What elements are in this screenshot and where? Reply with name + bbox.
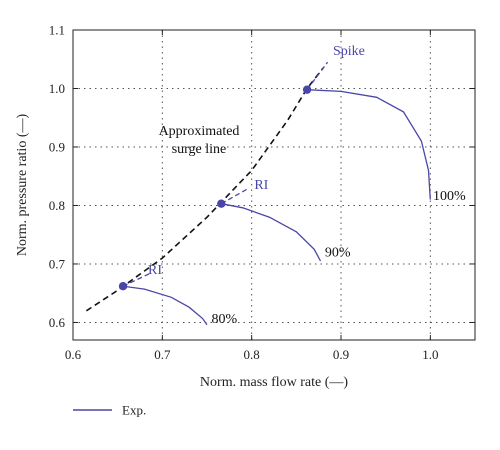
y-tick-label: 0.9 — [49, 139, 65, 154]
series-line-90pct — [221, 203, 322, 262]
annotation-label: Spike — [333, 44, 365, 59]
surge-line — [85, 67, 324, 312]
plot-frame — [72, 29, 476, 341]
x-tick-label: 0.8 — [244, 347, 260, 362]
annotation-label: 90% — [325, 245, 351, 260]
annotation-label: 100% — [433, 189, 466, 204]
x-tick-label: 0.6 — [65, 347, 82, 362]
x-tick-label: 0.7 — [154, 347, 171, 362]
surge-line-label: surge line — [172, 142, 227, 157]
annotation-label: RI — [254, 178, 268, 193]
surge-point-marker — [302, 85, 312, 94]
x-tick-label: 0.9 — [333, 347, 349, 362]
y-tick-label: 0.7 — [49, 256, 66, 271]
y-axis-title: Norm. pressure ratio (—) — [15, 114, 30, 257]
instability-dash-0 — [306, 61, 329, 91]
surge-line-label: Approximated — [159, 124, 240, 139]
legend-label: Exp. — [122, 403, 146, 418]
y-tick-label: 0.8 — [49, 198, 65, 213]
x-tick-label: 1.0 — [422, 347, 438, 362]
surge-point-marker — [118, 281, 128, 291]
annotation-label: RI — [148, 263, 162, 278]
y-tick-label: 1.0 — [49, 81, 65, 96]
series-line-100pct — [307, 89, 431, 200]
x-axis-title: Norm. mass flow rate (—) — [200, 375, 348, 390]
instability-dash-1 — [220, 188, 248, 205]
annotation-label: 80% — [211, 312, 237, 327]
surge-point-marker — [217, 199, 226, 208]
instability-dash-2 — [122, 272, 152, 287]
series-line-80pct — [122, 285, 208, 326]
y-tick-label: 1.1 — [49, 23, 65, 38]
y-tick-label: 0.6 — [49, 315, 66, 330]
